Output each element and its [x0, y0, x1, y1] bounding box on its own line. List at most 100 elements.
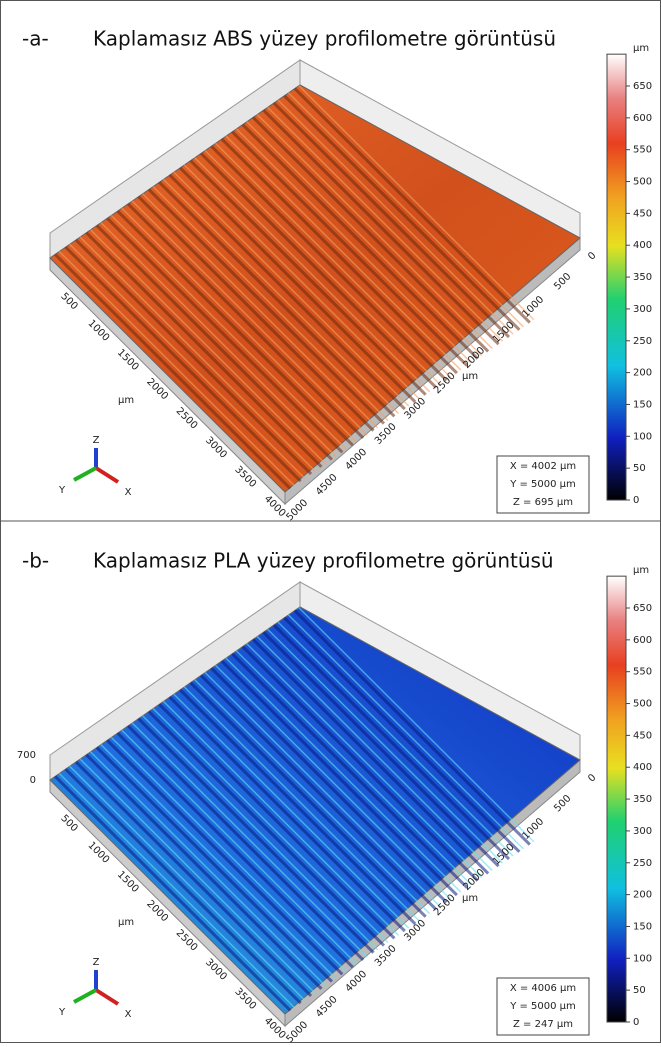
- colorbar-tick-label: 550: [633, 145, 652, 156]
- panel: -a- Kaplamasız ABS yüzey profilometre gör…: [22, 27, 652, 524]
- stripe-highlight: [277, 621, 514, 857]
- panel: -b- Kaplamasız PLA yüzey profilometre gör…: [17, 549, 652, 1046]
- x-axis-label: µm: [118, 917, 134, 928]
- colorbar-tick-label: 150: [633, 399, 652, 410]
- stripe: [283, 616, 521, 853]
- stripe: [199, 152, 438, 389]
- info-line: Y = 5000 µm: [509, 479, 576, 490]
- stripe-highlight: [110, 214, 347, 450]
- stripe: [85, 231, 323, 468]
- colorbar-tick-label: 400: [633, 240, 652, 251]
- stripe-highlight: [131, 722, 368, 958]
- colorbar-tick-label: 250: [633, 858, 652, 869]
- stripe-highlight: [162, 178, 399, 414]
- colorbar-tick-label: 250: [633, 336, 652, 347]
- y-tick-label: 0: [586, 250, 598, 262]
- info-line: Z = 247 µm: [513, 1019, 573, 1030]
- colorbar-tick-label: 50: [633, 463, 646, 474]
- stripe: [64, 768, 302, 1005]
- stripe-highlight: [298, 607, 535, 843]
- stripe-highlight: [214, 142, 451, 378]
- y-axis-label: µm: [462, 371, 478, 382]
- stripe: [127, 202, 365, 440]
- stripe-highlight: [246, 643, 483, 879]
- stripe: [95, 224, 333, 461]
- stripe-highlight: [235, 650, 472, 886]
- panel-title: Kaplamasız PLA yüzey profilometre görünt…: [93, 549, 554, 573]
- colorbar-tick-label: 450: [633, 730, 652, 741]
- stripe-highlight: [173, 693, 410, 929]
- stripe-highlight: [256, 635, 493, 871]
- triad-label: X: [125, 1009, 132, 1020]
- stripe-highlight: [89, 751, 326, 987]
- stripe: [127, 724, 365, 962]
- stripe: [189, 681, 427, 918]
- colorbar-tick-label: 300: [633, 826, 652, 837]
- stripe-highlight: [58, 772, 295, 1008]
- stripe-highlight: [79, 758, 316, 994]
- surface: [49, 606, 581, 1015]
- stripe: [189, 159, 427, 396]
- stripe: [54, 253, 292, 490]
- stripe-highlight: [110, 736, 347, 972]
- stripe-highlight: [277, 99, 514, 335]
- axis-x: [94, 988, 120, 1006]
- colorbar-unit: µm: [633, 43, 649, 54]
- stripe-highlight: [183, 686, 420, 922]
- stripe: [179, 688, 417, 925]
- stripe-highlight: [131, 200, 368, 436]
- colorbar-tick-label: 600: [633, 635, 652, 646]
- colorbar-tick-label: 300: [633, 304, 652, 315]
- stripe: [199, 674, 438, 911]
- stripe-highlight: [225, 657, 462, 893]
- stripe-highlight: [235, 128, 472, 364]
- stripe: [220, 137, 458, 375]
- stripe-highlight: [287, 92, 524, 328]
- axis-y: [73, 466, 97, 482]
- panel-label: -b-: [22, 549, 49, 573]
- colorbar-tick-label: 0: [633, 495, 639, 506]
- stripe: [116, 210, 354, 447]
- info-box: [496, 455, 590, 514]
- stripe-highlight: [204, 149, 441, 386]
- stripe: [54, 775, 292, 1012]
- stripe: [272, 101, 511, 339]
- colorbar: [606, 575, 627, 1023]
- stripe-highlight: [69, 765, 306, 1001]
- triad-label: Y: [58, 485, 66, 496]
- stripe-highlight: [142, 715, 379, 951]
- stripe: [231, 130, 469, 367]
- stripe-highlight: [287, 614, 524, 850]
- colorbar: [606, 53, 627, 501]
- colorbar-tick-label: 500: [633, 177, 652, 188]
- stripe: [231, 652, 469, 889]
- colorbar-tick-label: 150: [633, 921, 652, 932]
- stripe-highlight: [267, 628, 504, 864]
- colorbar-tick-label: 100: [633, 431, 652, 442]
- stripe-highlight: [173, 171, 410, 407]
- stripe-highlight: [256, 113, 493, 349]
- stripe: [137, 717, 375, 954]
- stripe: [179, 166, 417, 403]
- panel-title: Kaplamasız ABS yüzey profilometre görünt…: [93, 27, 556, 51]
- triad-label: Z: [93, 435, 100, 446]
- stripe-highlight: [121, 207, 358, 443]
- colorbar-tick-label: 650: [633, 603, 652, 614]
- info-line: Y = 5000 µm: [509, 1001, 576, 1012]
- colorbar-tick-label: 400: [633, 762, 652, 773]
- stripe-highlight: [183, 164, 420, 400]
- colorbar-tick-label: 200: [633, 890, 652, 901]
- stripe: [252, 116, 490, 353]
- stripe-highlight: [100, 222, 337, 458]
- y-tick-label: 0: [586, 772, 598, 784]
- stripe: [210, 145, 448, 382]
- stripe-highlight: [298, 85, 535, 321]
- colorbar-tick-label: 100: [633, 953, 652, 964]
- stripe: [252, 638, 490, 875]
- stripe: [241, 123, 479, 360]
- z-tick-label: 700: [17, 750, 36, 761]
- stripe-highlight: [214, 664, 451, 900]
- info-line: X = 4006 µm: [510, 983, 576, 994]
